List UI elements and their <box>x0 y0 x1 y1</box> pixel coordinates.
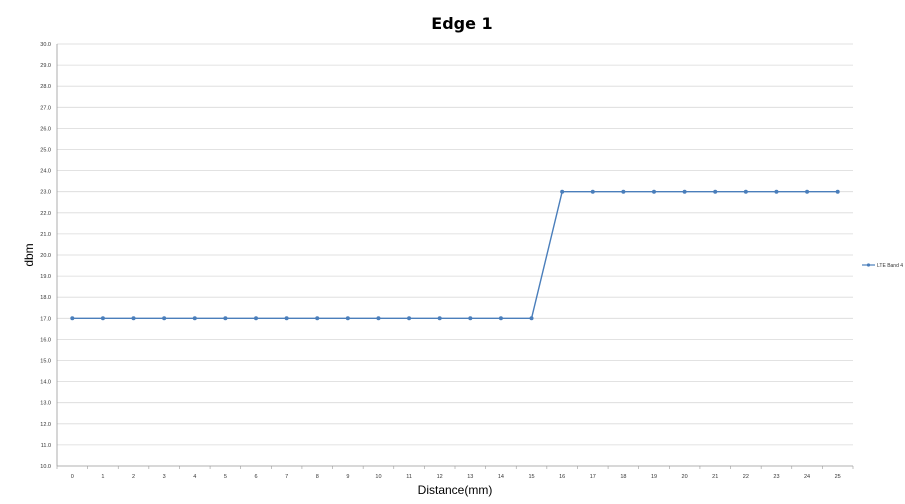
gridlines <box>57 43 853 446</box>
data-point <box>192 316 197 321</box>
x-tick-label: 23 <box>773 474 779 480</box>
data-point <box>223 316 228 321</box>
series-layer <box>70 189 840 321</box>
y-tick-label: 19.0 <box>40 274 51 280</box>
x-tick-label: 22 <box>743 474 749 480</box>
y-tick-label: 11.0 <box>41 443 51 449</box>
x-tick-label: 16 <box>559 474 565 480</box>
data-point <box>162 316 167 321</box>
x-tick-label: 25 <box>835 474 841 480</box>
x-tick-label: 11 <box>406 474 412 480</box>
series-line <box>72 190 838 319</box>
x-tick-label: 19 <box>651 474 657 480</box>
y-tick-label: 25.0 <box>40 148 51 154</box>
data-point <box>100 316 105 321</box>
y-tick-label: 24.0 <box>40 169 51 175</box>
data-point <box>805 189 810 194</box>
data-point <box>713 189 718 194</box>
y-tick-label: 20.0 <box>40 253 51 259</box>
x-tick-label: 14 <box>498 474 504 480</box>
legend-marker <box>866 263 871 267</box>
x-tick-label: 1 <box>101 474 104 480</box>
data-point <box>315 316 320 321</box>
data-point <box>345 316 350 321</box>
x-axis-ticks: 0 1 2 3 4 5 6 7 8 9 10 11 12 13 14 15 16 17 18 19 20 21 22 23 24… <box>56 466 854 480</box>
data-point <box>284 316 289 321</box>
y-tick-label: 28.0 <box>40 84 51 90</box>
x-tick-label: 18 <box>620 474 626 480</box>
x-tick-label: 13 <box>467 474 473 480</box>
data-point <box>70 316 75 321</box>
data-point <box>590 189 595 194</box>
chart-title: Edge 1 <box>431 14 492 33</box>
data-point <box>498 316 503 321</box>
data-point <box>529 316 534 321</box>
y-tick-label: 29.0 <box>40 63 51 69</box>
y-tick-label: 22.0 <box>40 211 51 217</box>
y-tick-label: 16.0 <box>40 337 51 343</box>
data-point <box>621 189 626 194</box>
y-tick-label: 12.0 <box>40 422 51 428</box>
x-tick-label: 3 <box>163 474 166 480</box>
x-tick-label: 21 <box>712 474 718 480</box>
data-point <box>376 316 381 321</box>
x-tick-label: 5 <box>224 474 227 480</box>
x-tick-label: 8 <box>316 474 319 480</box>
data-point <box>652 189 656 194</box>
data-point <box>131 316 136 321</box>
x-tick-label: 0 <box>71 474 74 480</box>
x-tick-label: 24 <box>804 474 810 480</box>
y-tick-label: 13.0 <box>40 401 51 407</box>
data-point <box>437 316 442 321</box>
data-point <box>835 189 840 194</box>
y-tick-label: 21.0 <box>40 232 51 238</box>
x-tick-label: 12 <box>437 474 443 480</box>
y-tick-label: 14.0 <box>40 380 51 386</box>
x-tick-label: 10 <box>375 474 381 480</box>
x-tick-label: 4 <box>193 474 196 480</box>
data-point <box>407 316 412 321</box>
data-point <box>468 316 473 321</box>
y-axis-ticks: 10.0 11.0 12.0 13.0 14.0 15.0 16.0 17.0 18.0 19.0… <box>40 42 51 470</box>
data-point <box>560 189 565 194</box>
data-point <box>254 316 258 321</box>
x-tick-label: 2 <box>132 474 135 480</box>
x-tick-label: 17 <box>590 474 596 480</box>
data-point <box>774 189 779 194</box>
y-tick-label: 15.0 <box>40 359 51 365</box>
y-axis-label: dbm <box>22 243 36 266</box>
y-tick-label: 17.0 <box>40 316 51 322</box>
y-tick-label: 18.0 <box>40 295 51 301</box>
y-tick-label: 26.0 <box>40 126 51 132</box>
x-axis-label: Distance(mm) <box>418 483 493 497</box>
x-tick-label: 7 <box>285 474 288 480</box>
data-point <box>682 189 687 194</box>
x-tick-label: 6 <box>254 474 257 480</box>
y-tick-label: 30.0 <box>40 42 51 48</box>
data-point <box>743 189 748 194</box>
y-tick-label: 27.0 <box>40 105 51 111</box>
y-tick-label: 10.0 <box>40 464 51 470</box>
legend-label: LTE Band 4 <box>877 263 903 269</box>
x-tick-label: 9 <box>346 474 349 480</box>
y-tick-label: 23.0 <box>40 190 51 196</box>
legend: LTE Band 4 <box>862 263 903 269</box>
x-tick-label: 20 <box>682 474 688 480</box>
x-tick-label: 15 <box>528 474 534 480</box>
